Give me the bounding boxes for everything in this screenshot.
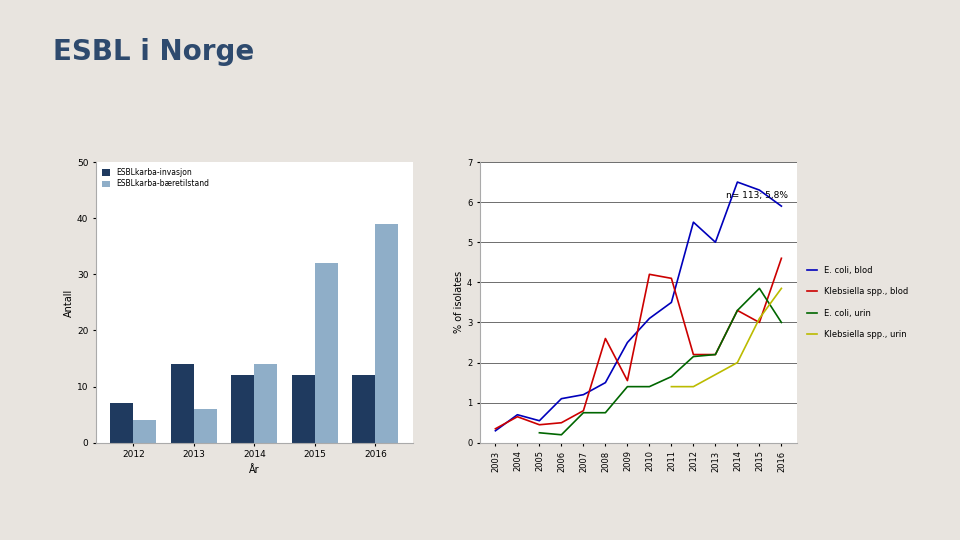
Klebsiella spp., urin [687,383,699,390]
Klebsiella spp., blod [687,352,699,358]
Bar [194,409,217,443]
Bar [171,364,194,443]
Klebsiella spp., blod [754,319,765,326]
Bar [375,224,398,443]
X-axis label: År: År [249,465,260,475]
E. coli, blod [776,203,787,210]
Klebsiella spp., blod [556,420,567,426]
E. coli, urin [732,307,743,314]
E. coli, blod [512,411,523,418]
Klebsiella spp., blod [709,352,721,358]
E. coli, urin [643,383,655,390]
E. coli, urin [687,353,699,360]
E. coli, urin [534,429,545,436]
Klebsiella spp., urin [754,315,765,322]
E. coli, blod [732,179,743,185]
E. coli, blod [600,380,612,386]
Klebsiella spp., blod [622,377,634,384]
Bar [254,364,277,443]
Klebsiella spp., blod [534,422,545,428]
E. coli, blod [534,417,545,424]
E. coli, blod [709,239,721,246]
Klebsiella spp., urin [776,285,787,292]
Klebsiella spp., blod [512,414,523,420]
Text: ESBL i Norge: ESBL i Norge [53,38,254,66]
Klebsiella spp., blod [776,255,787,261]
Klebsiella spp., blod [600,335,612,342]
Klebsiella spp., blod [732,307,743,314]
Y-axis label: % of isolates: % of isolates [454,271,465,334]
Klebsiella spp., blod [490,426,501,432]
E. coli, blod [622,339,634,346]
Bar [133,420,156,443]
E. coli, blod [490,428,501,434]
Y-axis label: Antall: Antall [64,288,74,316]
E. coli, blod [665,299,677,306]
Bar [292,375,315,443]
E. coli, blod [754,187,765,193]
Line: E. coli, blod: E. coli, blod [495,182,781,431]
E. coli, urin [709,352,721,358]
Legend: E. coli, blod, Klebsiella spp., blod, E. coli, urin, Klebsiella spp., urin: E. coli, blod, Klebsiella spp., blod, E.… [807,266,908,339]
Klebsiella spp., blod [578,408,589,414]
E. coli, urin [556,431,567,438]
E. coli, urin [665,373,677,380]
E. coli, blod [578,392,589,398]
Line: E. coli, urin: E. coli, urin [540,288,781,435]
Text: n= 113; 5,8%: n= 113; 5,8% [727,191,788,200]
Bar [315,263,338,443]
Line: Klebsiella spp., urin: Klebsiella spp., urin [671,288,781,387]
Klebsiella spp., urin [732,359,743,366]
Bar [352,375,375,443]
E. coli, blod [643,315,655,322]
E. coli, blod [687,219,699,225]
E. coli, urin [622,383,634,390]
Klebsiella spp., blod [665,275,677,281]
Bar [231,375,254,443]
Line: Klebsiella spp., blod: Klebsiella spp., blod [495,258,781,429]
Klebsiella spp., urin [665,383,677,390]
Bar [110,403,133,443]
Legend: ESBLkarba-invasjon, ESBLkarba-bæretilstand: ESBLkarba-invasjon, ESBLkarba-bæretilsta… [100,166,211,191]
E. coli, urin [776,319,787,326]
E. coli, urin [754,285,765,292]
E. coli, urin [578,409,589,416]
Klebsiella spp., blod [643,271,655,278]
E. coli, urin [600,409,612,416]
E. coli, blod [556,395,567,402]
